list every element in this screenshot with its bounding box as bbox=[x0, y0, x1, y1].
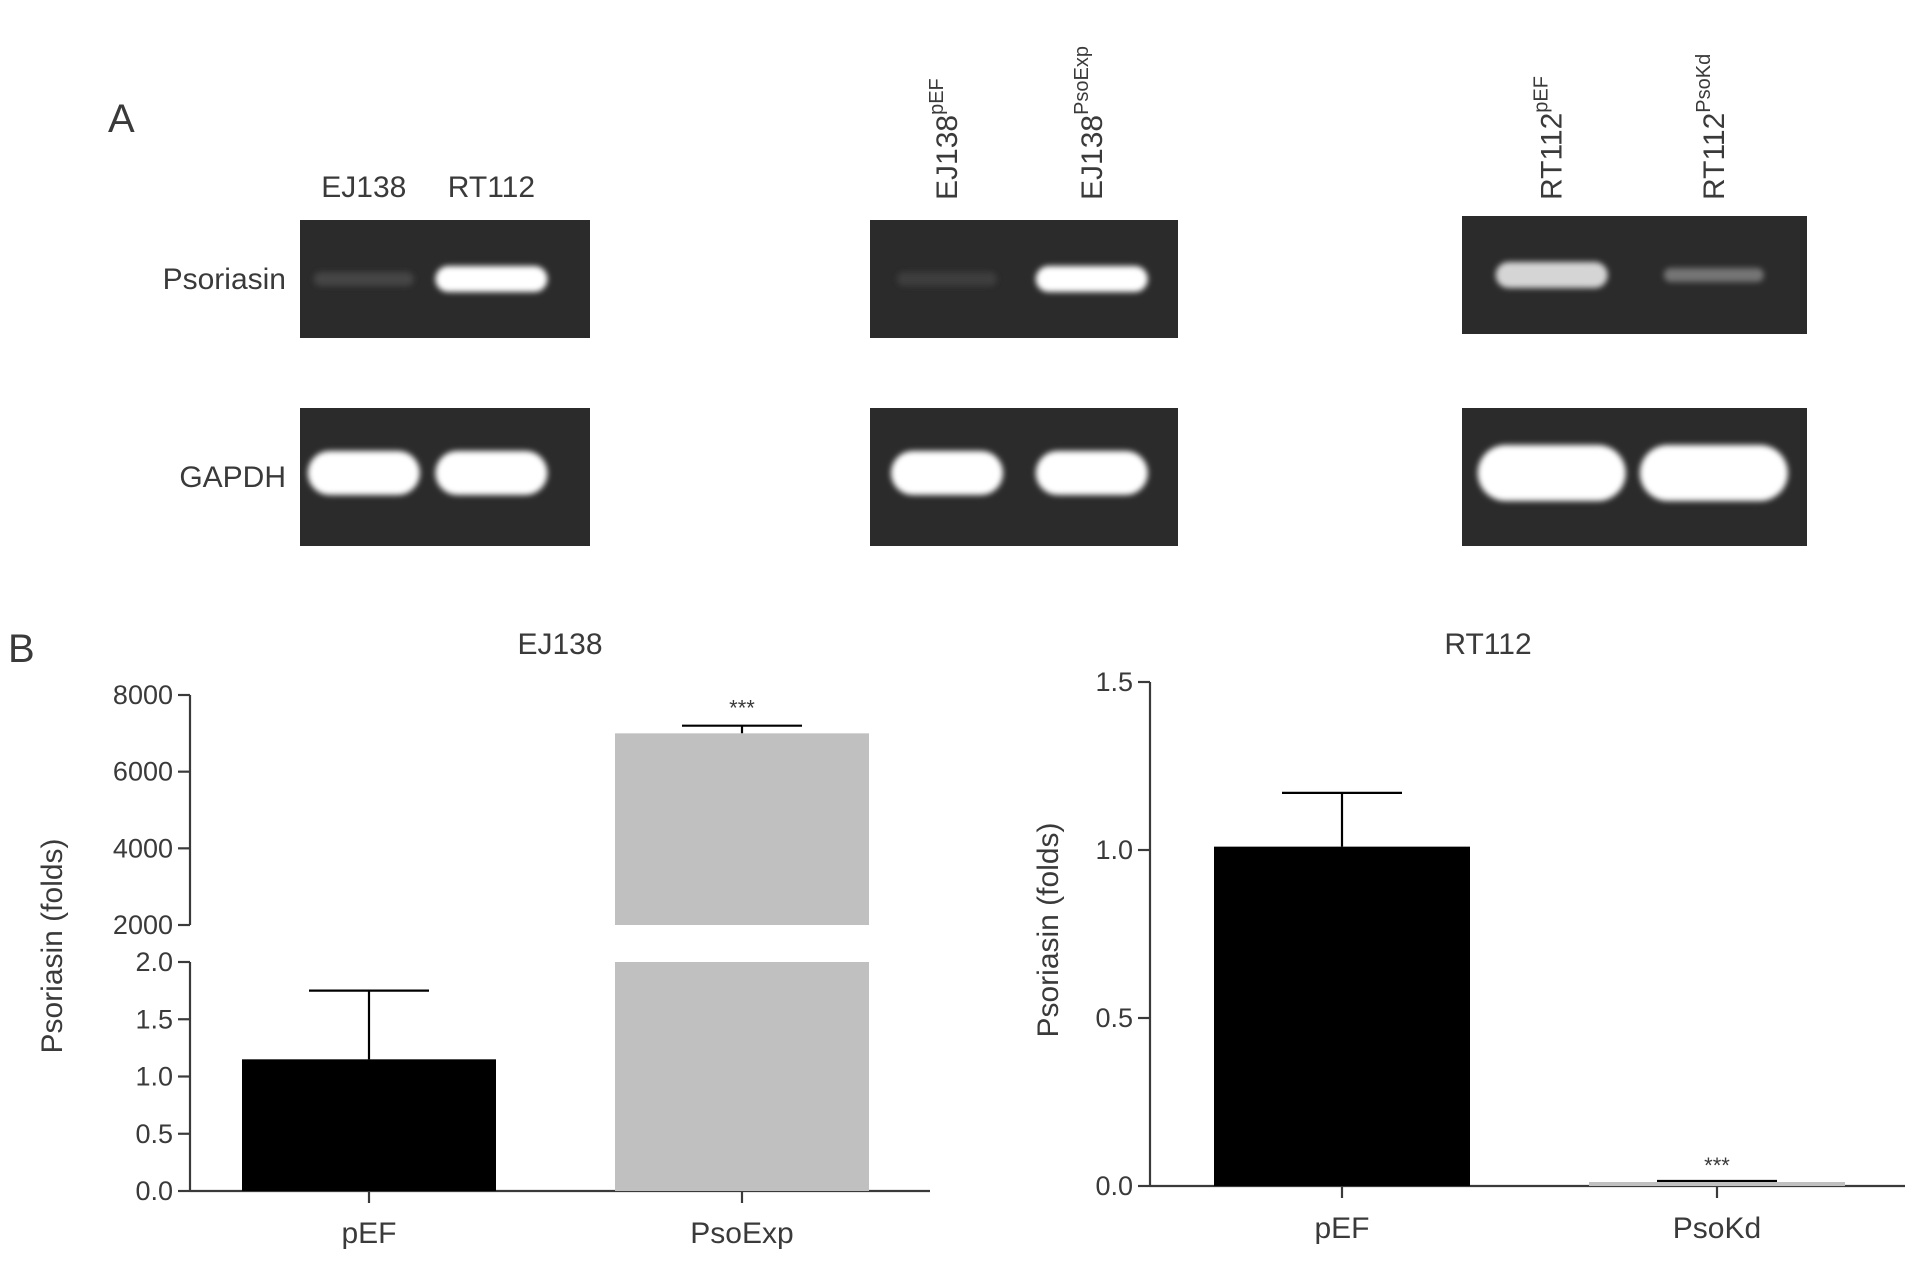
chart-title: EJ138 bbox=[517, 628, 602, 661]
gel-lane-label: RT112 bbox=[448, 171, 535, 204]
y-tick-label: 2000 bbox=[113, 910, 173, 940]
y-tick-label: 4000 bbox=[113, 833, 173, 863]
y-tick-label: 6000 bbox=[113, 757, 173, 787]
y-tick-label: 2.0 bbox=[135, 947, 173, 977]
y-tick-label: 0.0 bbox=[1095, 1171, 1133, 1201]
panel-letter-a: A bbox=[108, 97, 135, 141]
gel-row-label: Psoriasin bbox=[163, 263, 286, 296]
bar bbox=[615, 962, 869, 1191]
gel-band bbox=[435, 451, 548, 495]
gel-band bbox=[1639, 445, 1788, 501]
y-tick-label: 0.0 bbox=[135, 1176, 173, 1206]
chart-ej138: EJ138 0.0 0.5 1.0 1.5 2.0 2000 4000 6000 8000 pEF P… bbox=[36, 628, 930, 1250]
significance-label: *** bbox=[1704, 1153, 1730, 1178]
gel-band bbox=[313, 272, 414, 286]
x-category-label: pEF bbox=[341, 1217, 396, 1250]
y-tick-label: 8000 bbox=[113, 680, 173, 710]
x-category-label: PsoExp bbox=[690, 1217, 793, 1250]
gel-band bbox=[1663, 268, 1764, 282]
bar bbox=[1214, 846, 1470, 1186]
y-tick-label: 1.0 bbox=[1095, 835, 1133, 865]
y-tick-label: 1.5 bbox=[1095, 667, 1133, 697]
panel-letter-b: B bbox=[8, 627, 35, 671]
bar bbox=[615, 733, 869, 925]
gel-images: EJ138 RT112 Psoriasin GAPDH EJ138pEF EJ138Pso… bbox=[163, 46, 1807, 546]
x-category-label: pEF bbox=[1314, 1212, 1369, 1245]
chart-rt112: RT112 0.0 0.5 1.0 1.5 pEF PsoKd *** Psoriasin (f… bbox=[1032, 628, 1905, 1245]
y-tick-label: 0.5 bbox=[135, 1119, 173, 1149]
gel-band bbox=[307, 451, 420, 495]
y-tick-label: 1.5 bbox=[135, 1004, 173, 1034]
gel-lane-label: EJ138PsoExp bbox=[1071, 46, 1109, 200]
chart-title: RT112 bbox=[1444, 628, 1531, 661]
y-axis-label: Psoriasin (folds) bbox=[36, 838, 69, 1053]
gel-band bbox=[897, 272, 997, 286]
gel-band bbox=[891, 451, 1003, 495]
gel-lane-label: RT112PsoKd bbox=[1693, 54, 1731, 200]
x-category-label: PsoKd bbox=[1673, 1212, 1761, 1245]
gel-lane-label: RT112pEF bbox=[1531, 76, 1569, 200]
gel-band bbox=[1035, 451, 1148, 495]
gel-lane-label: EJ138 bbox=[321, 171, 406, 204]
y-tick-label: 0.5 bbox=[1095, 1003, 1133, 1033]
bar bbox=[1589, 1182, 1845, 1186]
gel-row-label: GAPDH bbox=[179, 461, 286, 494]
bar bbox=[242, 1059, 496, 1191]
y-tick-label: 1.0 bbox=[135, 1062, 173, 1092]
gel-band bbox=[1495, 262, 1608, 288]
gel-band bbox=[435, 266, 548, 292]
gel-band bbox=[1035, 266, 1148, 292]
gel-band bbox=[1477, 445, 1626, 501]
gel-lane-label: EJ138pEF bbox=[926, 78, 964, 200]
y-axis-label: Psoriasin (folds) bbox=[1032, 822, 1065, 1037]
significance-label: *** bbox=[729, 696, 755, 721]
